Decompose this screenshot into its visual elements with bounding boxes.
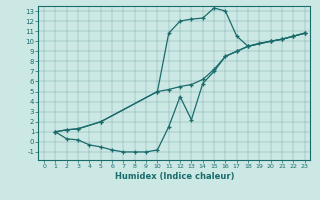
X-axis label: Humidex (Indice chaleur): Humidex (Indice chaleur) xyxy=(115,172,234,181)
